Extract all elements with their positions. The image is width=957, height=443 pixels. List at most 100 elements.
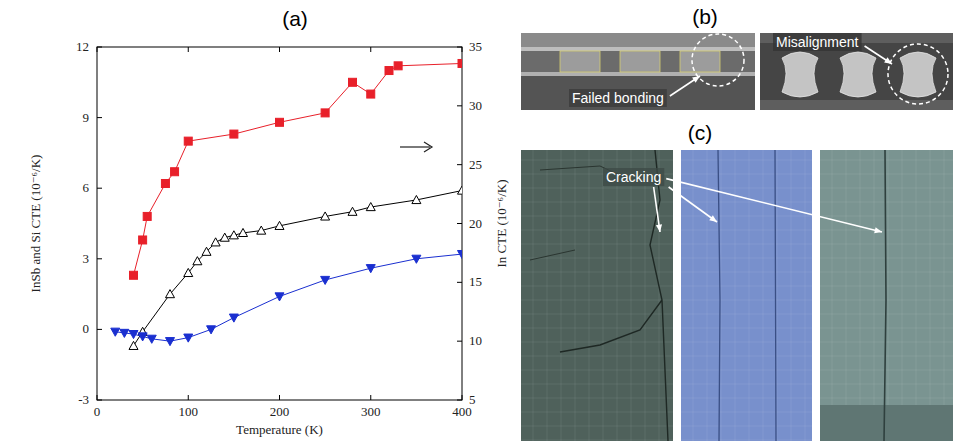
marker [139, 236, 147, 244]
y-tick-label: 0 [83, 321, 90, 336]
marker [166, 290, 175, 298]
texture [902, 150, 903, 441]
texture [721, 150, 722, 441]
texture [521, 230, 673, 231]
texture [521, 440, 673, 441]
marker [229, 231, 238, 239]
texture [533, 150, 534, 441]
texture [820, 328, 953, 329]
texture [944, 150, 945, 441]
texture [763, 150, 764, 441]
sem-image [760, 33, 953, 110]
sem-layer [521, 72, 755, 76]
highlight-circle [888, 44, 948, 104]
texture [820, 216, 953, 217]
texture [820, 188, 953, 189]
texture [860, 150, 861, 441]
annotation-arrow-head [874, 227, 882, 233]
y-tick [97, 400, 102, 401]
annotation-arrow [865, 46, 892, 64]
y2-tick-label: 35 [469, 39, 482, 54]
sem-layer [760, 100, 953, 110]
texture [645, 150, 646, 441]
plot-area [111, 59, 462, 349]
texture [521, 398, 673, 399]
sem-bump [680, 51, 720, 72]
marker [366, 203, 375, 211]
marker [239, 228, 248, 236]
annotation-patch [569, 89, 667, 107]
y-tick [97, 47, 102, 48]
micrograph-edge [820, 405, 953, 441]
y2-tick-label: 15 [469, 274, 482, 289]
marker [229, 314, 238, 322]
texture [832, 150, 833, 441]
panel-c: (c)Cracking [521, 121, 953, 441]
texture [681, 258, 812, 259]
texture [681, 244, 812, 245]
annotation-patch [773, 33, 862, 51]
marker [321, 212, 330, 220]
series-line [134, 191, 463, 346]
x-tick-top [370, 47, 371, 52]
marker [130, 271, 138, 279]
marker [366, 265, 375, 273]
texture [681, 384, 812, 385]
y-tick [97, 117, 102, 118]
texture [521, 216, 673, 217]
texture [681, 216, 812, 217]
texture [820, 370, 953, 371]
texture [693, 150, 694, 441]
texture [681, 342, 812, 343]
series-line [115, 254, 462, 341]
marker [171, 168, 179, 176]
marker [458, 186, 463, 194]
x-tick-top [462, 47, 463, 52]
texture [681, 398, 812, 399]
texture [707, 150, 708, 441]
annotation-arrow-head [884, 57, 892, 64]
marker [385, 67, 393, 75]
texture [603, 150, 604, 441]
texture [521, 286, 673, 287]
marker [111, 328, 120, 336]
y2-tick [457, 282, 462, 283]
texture [820, 356, 953, 357]
texture [521, 300, 673, 301]
crack [560, 150, 668, 441]
texture [521, 426, 673, 427]
panel-b: (b)Failed bondingMisalignment [521, 5, 953, 110]
texture [617, 150, 618, 441]
texture [820, 202, 953, 203]
texture [521, 202, 673, 203]
texture [820, 398, 953, 399]
y2-tick [457, 47, 462, 48]
texture [521, 356, 673, 357]
x-tick-top [279, 47, 280, 52]
y2-tick [457, 223, 462, 224]
texture [547, 150, 548, 441]
plot-frame [97, 47, 462, 400]
annotation-arrow [666, 179, 882, 232]
annotation: Cracking [606, 169, 661, 185]
texture [681, 370, 812, 371]
marker [202, 247, 211, 255]
y-tick-label: 9 [83, 110, 90, 125]
y-tick-label: 6 [83, 180, 90, 195]
x-axis-title: Temperature (K) [236, 422, 323, 437]
x-tick [279, 395, 280, 400]
texture [820, 342, 953, 343]
texture [631, 150, 632, 441]
x-tick-label: 100 [179, 404, 199, 419]
annotation-arrow [669, 187, 717, 222]
marker [166, 338, 175, 346]
texture [749, 150, 750, 441]
y-tick [97, 258, 102, 259]
marker [220, 233, 229, 241]
texture [521, 160, 673, 161]
marker [184, 334, 193, 342]
texture [681, 356, 812, 357]
texture [805, 150, 806, 441]
texture [681, 426, 812, 427]
micrograph [521, 150, 673, 441]
